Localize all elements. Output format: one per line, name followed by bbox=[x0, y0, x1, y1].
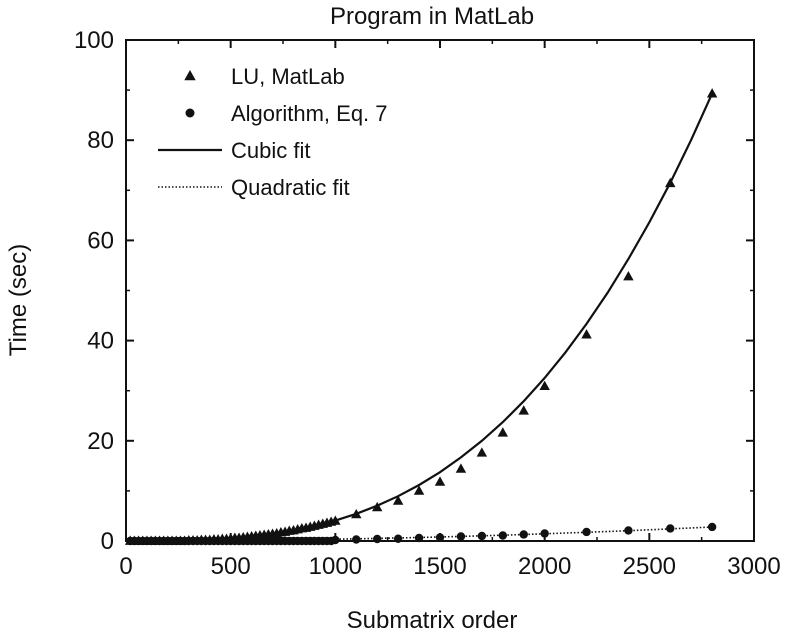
algorithm-eq7-point bbox=[456, 532, 466, 541]
lu-matlab-point bbox=[581, 329, 592, 339]
algorithm-eq7-point bbox=[666, 524, 675, 533]
x-tick-label: 2500 bbox=[623, 553, 676, 580]
lu-matlab-point bbox=[497, 427, 509, 437]
y-tick-label: 100 bbox=[74, 27, 114, 54]
plot-frame bbox=[125, 39, 755, 542]
algorithm-eq7-point bbox=[435, 533, 445, 542]
lu-matlab-point bbox=[413, 485, 425, 495]
lu-matlab-point bbox=[392, 495, 404, 505]
x-tick-label: 2000 bbox=[518, 553, 571, 580]
chart-title: Program in MatLab bbox=[330, 3, 534, 30]
algorithm-eq7-point bbox=[352, 535, 361, 544]
lu-matlab-point bbox=[434, 476, 446, 486]
algorithm-eq7-point bbox=[331, 535, 340, 545]
lu-matlab-point bbox=[539, 380, 550, 391]
x-tick-label: 3000 bbox=[727, 553, 780, 580]
plot-area: 0 500 1000 1500 2000 2500 3000 0 20 40 60 80 100 bbox=[74, 27, 781, 580]
algorithm-eq7-point bbox=[477, 531, 487, 541]
legend-label: LU, MatLab bbox=[231, 64, 345, 89]
y-tick-label: 0 bbox=[101, 528, 114, 555]
x-tick-label: 1500 bbox=[413, 553, 466, 580]
algorithm-eq7-point bbox=[498, 531, 507, 540]
algorithm-eq7-point bbox=[414, 533, 424, 543]
y-tick-label: 60 bbox=[87, 227, 114, 254]
y-tick-label: 40 bbox=[87, 328, 114, 355]
legend-triangle-symbol bbox=[184, 70, 196, 81]
x-axis-label: Submatrix order bbox=[347, 607, 518, 634]
y-tick-label: 80 bbox=[87, 127, 114, 154]
algorithm-eq7-point bbox=[707, 522, 717, 532]
legend-label: Quadratic fit bbox=[231, 175, 350, 200]
legend-label: Algorithm, Eq. 7 bbox=[231, 101, 388, 126]
algorithm-eq7-point bbox=[519, 530, 528, 539]
lu-matlab-point bbox=[371, 501, 383, 512]
lu-matlab-point bbox=[476, 447, 488, 457]
lu-matlab-point bbox=[455, 463, 467, 473]
algorithm-eq7-point bbox=[393, 534, 403, 543]
algorithm-eq7-point bbox=[624, 526, 633, 535]
y-tick-label: 20 bbox=[87, 428, 114, 455]
x-tick-label: 500 bbox=[211, 553, 251, 580]
legend: LU, MatLab Algorithm, Eq. 7 Cubic fit Quadr… bbox=[158, 64, 388, 200]
lu-matlab-point bbox=[518, 405, 529, 415]
algorithm-eq7-point bbox=[373, 534, 382, 544]
algorithm-eq7-point bbox=[540, 529, 549, 538]
algorithm-eq7-point bbox=[582, 527, 591, 537]
y-axis-label: Time (sec) bbox=[5, 244, 32, 356]
cubic-fit-line bbox=[126, 93, 714, 543]
legend-label: Cubic fit bbox=[231, 138, 310, 163]
x-tick-label: 1000 bbox=[309, 553, 362, 580]
lu-matlab-point bbox=[706, 88, 718, 98]
x-tick-label: 0 bbox=[119, 553, 132, 580]
lu-matlab-point bbox=[330, 515, 341, 525]
lu-matlab-point bbox=[351, 508, 362, 519]
lu-matlab-point bbox=[623, 270, 634, 281]
lu-matlab-point bbox=[665, 177, 676, 188]
legend-circle-symbol bbox=[185, 108, 195, 118]
